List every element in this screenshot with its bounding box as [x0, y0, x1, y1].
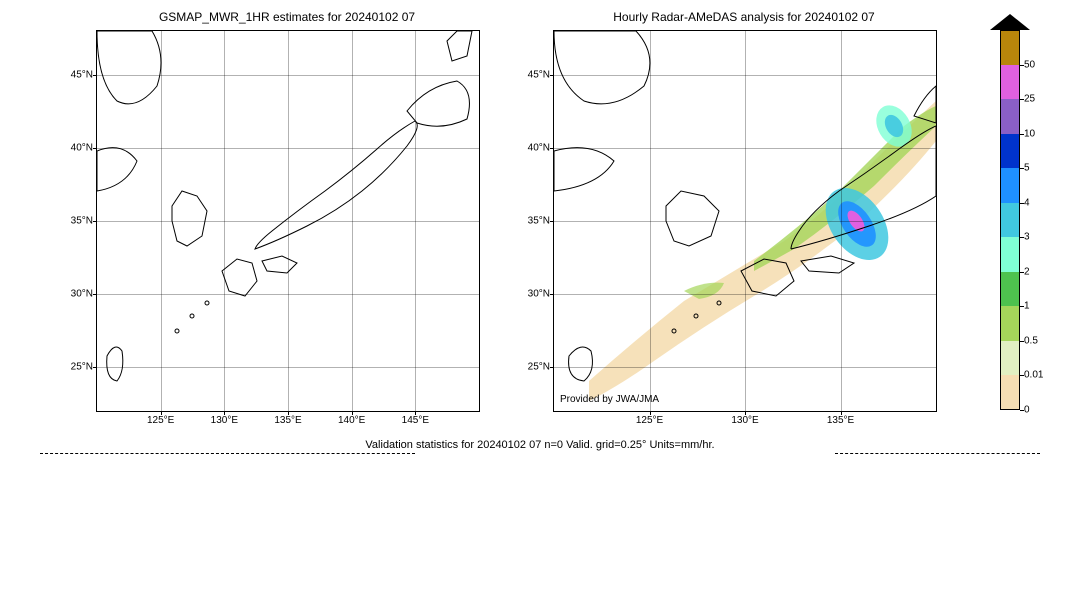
- grid-line: [288, 31, 289, 411]
- colorbar-tick-label: 5: [1024, 163, 1030, 174]
- grid-line: [745, 31, 746, 411]
- footer-dash-right: [835, 453, 1040, 454]
- y-tick-label: 35°N: [71, 216, 93, 227]
- x-tick-label: 130°E: [731, 415, 758, 426]
- right-plot-area: Provided by JWA/JMA 25°N30°N35°N40°N45°N…: [553, 30, 937, 412]
- x-tick-label: 130°E: [211, 415, 238, 426]
- y-tick-label: 30°N: [71, 289, 93, 300]
- colorbar-tick-label: 4: [1024, 197, 1030, 208]
- y-tick-label: 25°N: [71, 362, 93, 373]
- y-tick-label: 35°N: [528, 216, 550, 227]
- attribution-text: Provided by JWA/JMA: [560, 394, 659, 405]
- colorbar-tick-label: 0: [1024, 405, 1030, 416]
- x-tick-label: 135°E: [827, 415, 854, 426]
- grid-line: [841, 31, 842, 411]
- colorbar-tick-label: 0.01: [1024, 370, 1043, 381]
- y-tick-label: 40°N: [71, 142, 93, 153]
- grid-line: [415, 31, 416, 411]
- footer-row: Validation statistics for 20240102 07 n=…: [0, 445, 1080, 461]
- footer-text: Validation statistics for 20240102 07 n=…: [365, 439, 714, 451]
- colorbar-tick-label: 3: [1024, 232, 1030, 243]
- y-tick-label: 30°N: [528, 289, 550, 300]
- footer-dash-left: [40, 453, 415, 454]
- grid-line: [650, 31, 651, 411]
- grid-line: [161, 31, 162, 411]
- y-tick-label: 40°N: [528, 142, 550, 153]
- colorbar-tick-label: 2: [1024, 266, 1030, 277]
- left-plot-area: 25°N30°N35°N40°N45°N125°E130°E135°E140°E…: [96, 30, 480, 412]
- colorbar-tick-label: 50: [1024, 59, 1035, 70]
- x-tick-label: 125°E: [636, 415, 663, 426]
- y-tick-label: 45°N: [71, 69, 93, 80]
- colorbar-tick-label: 0.5: [1024, 335, 1038, 346]
- colorbar-tick-label: 1: [1024, 301, 1030, 312]
- x-tick-label: 140°E: [338, 415, 365, 426]
- y-tick-label: 45°N: [528, 69, 550, 80]
- colorbar-tick-label: 25: [1024, 94, 1035, 105]
- right-chart-title: Hourly Radar-AMeDAS analysis for 2024010…: [553, 10, 935, 24]
- y-tick-label: 25°N: [528, 362, 550, 373]
- colorbar-tick-label: 10: [1024, 128, 1035, 139]
- x-tick-label: 145°E: [402, 415, 429, 426]
- grid-line: [352, 31, 353, 411]
- grid-line: [224, 31, 225, 411]
- colorbar: 00.010.512345102550: [1000, 30, 1020, 410]
- x-tick-label: 125°E: [147, 415, 174, 426]
- x-tick-label: 135°E: [274, 415, 301, 426]
- left-chart-title: GSMAP_MWR_1HR estimates for 20240102 07: [96, 10, 478, 24]
- colorbar-arrow-icon: [990, 14, 1030, 30]
